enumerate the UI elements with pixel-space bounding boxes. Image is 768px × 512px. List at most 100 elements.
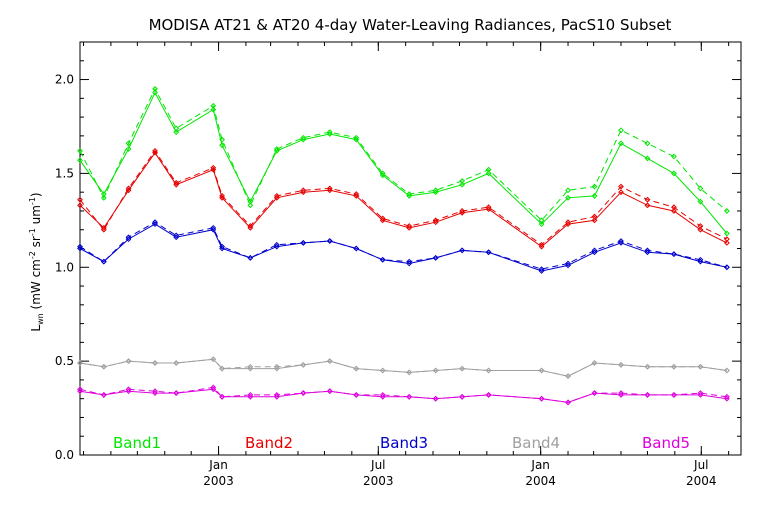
band3-dashed-marker <box>432 254 439 261</box>
x-tick-year: 2004 <box>686 474 717 488</box>
band2-solid-marker <box>618 189 624 196</box>
band3-dashed-line <box>79 221 728 270</box>
band1-dashed-marker <box>219 136 225 143</box>
band2-dashed-marker <box>565 219 571 226</box>
band2-dashed-marker <box>697 223 704 229</box>
band2-dashed-marker <box>671 204 677 211</box>
series-band1 <box>77 86 730 237</box>
band5-solid-marker <box>125 388 132 395</box>
band2-solid-marker <box>565 221 571 228</box>
band4-dashed-marker <box>125 358 132 365</box>
band5-dashed-marker <box>247 392 254 398</box>
band5-dashed-marker <box>406 393 413 400</box>
band5-dashed-marker <box>591 390 598 396</box>
band2-dashed-marker <box>273 193 280 199</box>
band2-dashed-marker <box>591 213 598 220</box>
band3-dashed-marker <box>379 256 386 263</box>
band2-dashed-marker <box>210 164 217 171</box>
x-tick-month: Jul <box>693 458 708 472</box>
band2-dashed-marker <box>77 196 83 203</box>
band4-dashed-marker <box>697 363 704 370</box>
band5-dashed-marker <box>644 392 651 398</box>
y-label-base: L <box>29 325 43 332</box>
band5-solid-marker <box>618 392 624 398</box>
band4-dashed-marker <box>100 363 107 370</box>
band5-dashed-marker <box>326 388 333 395</box>
band2-solid-marker <box>723 239 730 246</box>
band1-dashed-marker <box>100 194 107 201</box>
band2-solid-marker <box>538 243 545 250</box>
band3-dashed-marker <box>152 219 158 226</box>
band2-dashed-marker <box>538 241 545 248</box>
series-band3 <box>77 219 730 274</box>
band3-dashed-marker <box>273 241 280 248</box>
band3-dashed-marker <box>485 249 492 256</box>
y-label-unit-close: ) <box>29 192 43 197</box>
band2-dashed-marker <box>219 193 225 199</box>
band5-solid-marker <box>379 393 386 400</box>
band2-dashed-marker <box>100 226 107 233</box>
band3-dashed-marker <box>326 238 333 244</box>
band2-solid-marker <box>671 208 677 214</box>
band3-solid-line <box>79 223 728 272</box>
band5-dashed-marker <box>353 392 360 398</box>
band1-dashed-line <box>79 87 728 222</box>
band5-dashed-marker <box>219 393 225 400</box>
band3-dashed-marker <box>723 264 730 271</box>
band4-dashed-marker <box>618 361 624 368</box>
band5-dashed-marker <box>152 388 158 395</box>
band1-dashed-marker <box>247 202 254 209</box>
band1-dashed-marker <box>125 140 132 147</box>
band4-dashed-marker <box>538 367 545 374</box>
band1-solid-marker <box>210 106 217 113</box>
band1-dashed-marker <box>697 185 704 192</box>
band1-dashed-marker <box>644 140 651 147</box>
band1-dashed-marker <box>591 183 598 190</box>
band2-dashed-marker <box>459 208 466 214</box>
band4-dashed-marker <box>300 361 307 368</box>
band1-solid-marker <box>432 189 439 196</box>
band2-dashed-marker <box>644 196 651 203</box>
band5-solid-marker <box>697 392 704 398</box>
band4-dashed-marker <box>459 365 466 372</box>
band2-dashed-marker <box>353 191 360 197</box>
band4-dashed-marker <box>644 363 651 370</box>
band5-dashed-marker <box>100 392 107 398</box>
band2-solid-marker <box>459 209 466 216</box>
band2-dashed-line <box>79 150 728 246</box>
legend-entry-band3: Band3 <box>380 434 428 452</box>
y-label-unit-mid: sr <box>29 236 43 251</box>
band3-dashed-marker <box>565 260 571 267</box>
band3-dashed-marker <box>125 234 132 241</box>
band5-dashed-marker <box>459 393 466 400</box>
band1-dashed-marker <box>173 125 180 132</box>
band5-dashed-marker <box>697 390 704 396</box>
band5-dashed-marker <box>671 392 677 398</box>
band1-dashed-marker <box>379 170 386 177</box>
x-tick-month: Jan <box>208 458 228 472</box>
band4-dashed-marker <box>723 367 730 374</box>
band5-dashed-marker <box>432 395 439 402</box>
band1-dashed-marker <box>485 166 492 173</box>
y-label-unit-open: (mW cm <box>29 259 43 313</box>
series-band2 <box>77 147 730 250</box>
band1-solid-marker <box>300 136 307 143</box>
band3-solid-marker <box>219 245 225 252</box>
band2-dashed-marker <box>618 183 624 190</box>
band3-solid-marker <box>697 258 704 265</box>
band5-dashed-marker <box>565 399 571 406</box>
band2-dashed-marker <box>326 185 333 192</box>
band2-solid-marker <box>300 189 307 196</box>
band5-solid-marker <box>77 388 83 395</box>
band3-dashed-marker <box>591 247 598 254</box>
band2-dashed-marker <box>152 147 158 154</box>
band4-dashed-marker <box>219 365 225 372</box>
band3-dashed-marker <box>406 258 413 265</box>
band1-solid-marker <box>406 193 413 199</box>
band1-dashed-marker <box>618 127 624 134</box>
band3-dashed-marker <box>644 247 651 254</box>
band1-solid-marker <box>565 194 571 201</box>
band4-dashed-marker <box>591 360 598 366</box>
y-tick-label: 1.0 <box>55 260 74 274</box>
